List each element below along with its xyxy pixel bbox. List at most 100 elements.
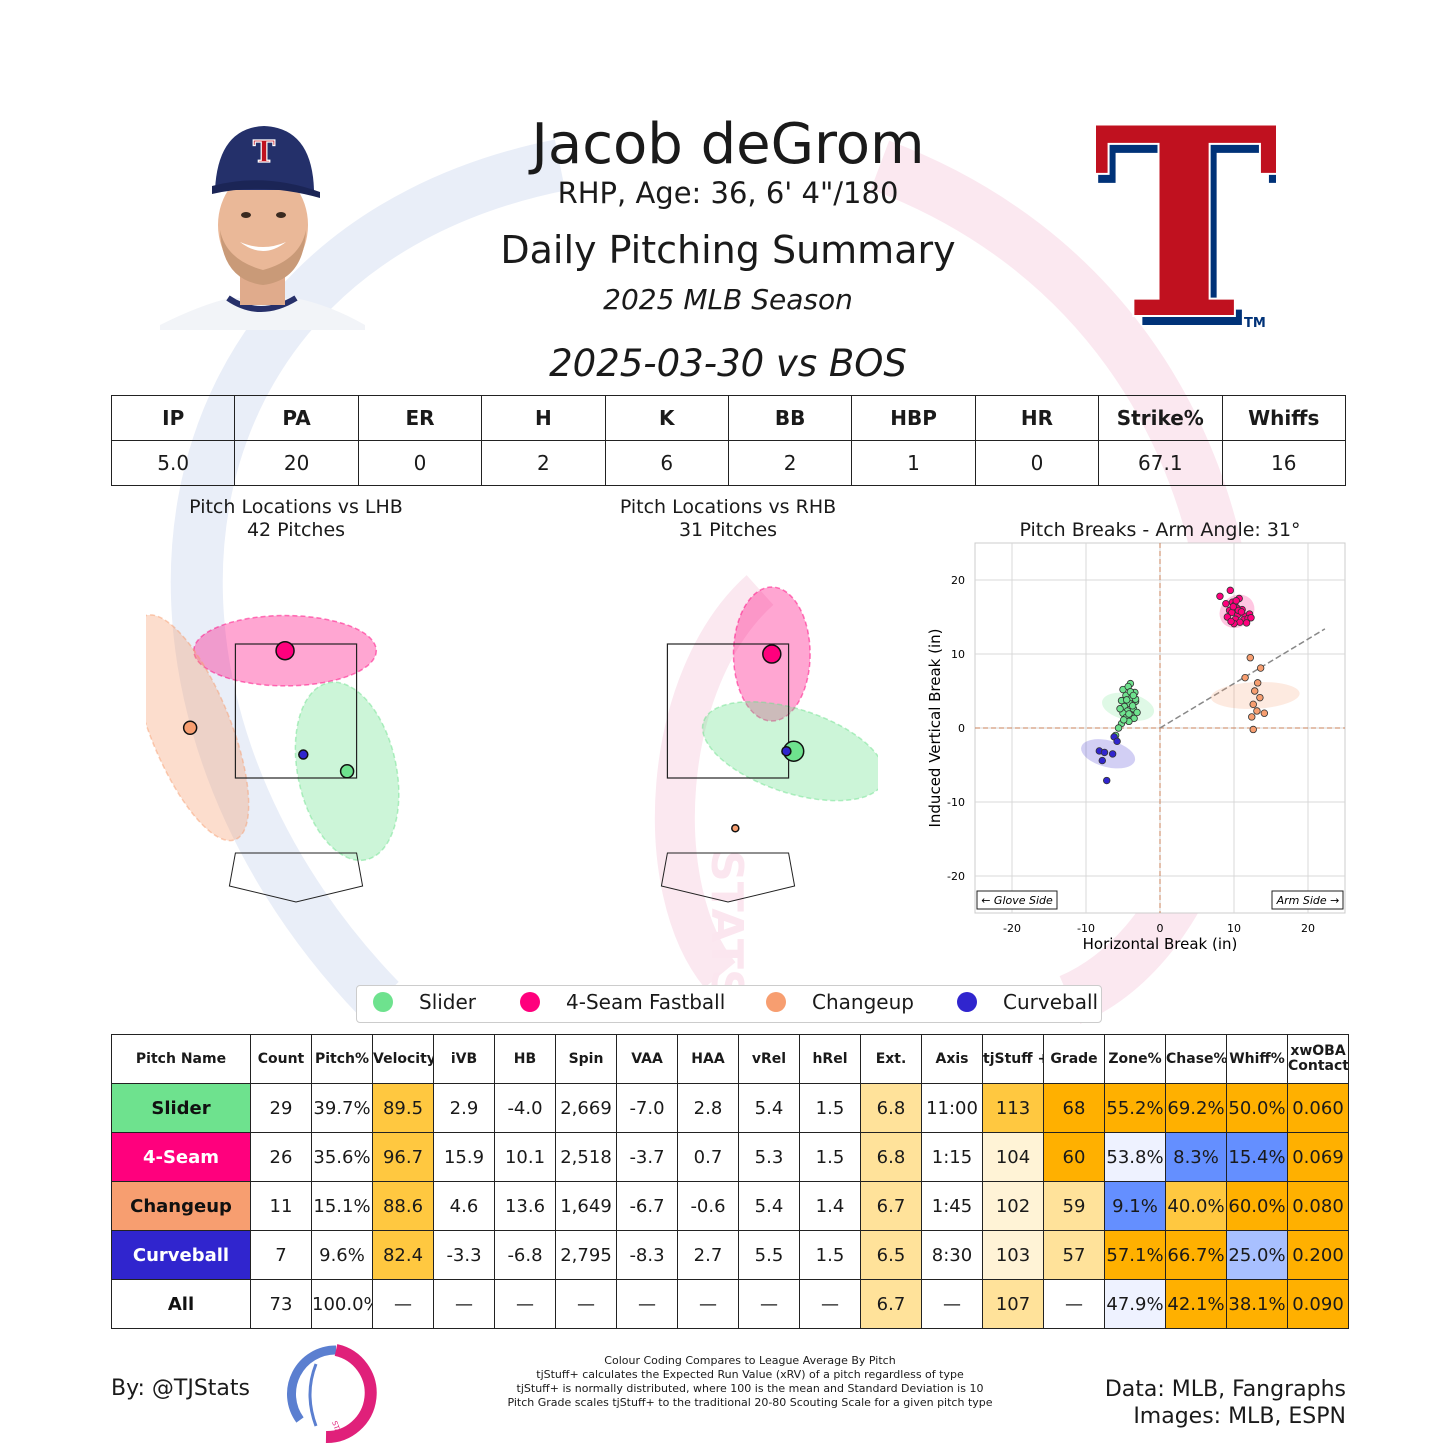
image-credit: Images: MLB, ESPN bbox=[1133, 1404, 1346, 1429]
break-point bbox=[1251, 687, 1259, 695]
pitch-metric-cell: 107 bbox=[982, 1279, 1044, 1329]
team-logo-tm: TM bbox=[1244, 316, 1266, 331]
pitch-metric-cell: — bbox=[921, 1279, 983, 1329]
break-point bbox=[1128, 702, 1137, 710]
pitch-table-header: hRel bbox=[799, 1034, 861, 1084]
y-tick-label: 0 bbox=[958, 722, 965, 735]
pitch-metric-cell: 15.1% bbox=[311, 1181, 373, 1231]
footer-note: Colour Coding Compares to League Average… bbox=[604, 1354, 896, 1367]
byline: By: @TJStats bbox=[111, 1376, 251, 1401]
line-stat-header: ER bbox=[357, 395, 483, 441]
mean-location-marker bbox=[762, 644, 782, 664]
pitch-metric-cell: 66.7% bbox=[1165, 1230, 1227, 1280]
break-point bbox=[1248, 713, 1256, 721]
break-point bbox=[1236, 618, 1244, 626]
pitch-break-chart: -20 -10 0 10 20 -20 -10 0 10 20 ← Glove Side Arm Si… bbox=[926, 542, 1346, 953]
tjstats-logo: STATS bbox=[287, 1344, 380, 1443]
break-point bbox=[1237, 608, 1246, 616]
pitch-metric-cell: -6.7 bbox=[616, 1181, 678, 1231]
break-plot-title: Pitch Breaks - Arm Angle: 31° bbox=[1019, 519, 1301, 541]
pitch-metric-cell: 103 bbox=[982, 1230, 1044, 1280]
break-point bbox=[1242, 619, 1251, 627]
pitch-metric-cell: 0.090 bbox=[1287, 1279, 1349, 1329]
pitch-metric-cell: 1.5 bbox=[799, 1083, 861, 1133]
legend-dot-fourseam bbox=[520, 992, 540, 1012]
pitch-metric-cell: 9.1% bbox=[1104, 1181, 1166, 1231]
pitch-metric-cell: -7.0 bbox=[616, 1083, 678, 1133]
lhb-plot-title: Pitch Locations vs LHB 42 Pitches bbox=[146, 496, 446, 542]
rhb-plot-title: Pitch Locations vs RHB 31 Pitches bbox=[578, 496, 878, 542]
break-point bbox=[1232, 597, 1240, 605]
pitch-metric-cell: 100.0% bbox=[311, 1279, 373, 1329]
pitch-name-cell: Slider bbox=[111, 1083, 251, 1133]
pitch-metric-cell: 5.4 bbox=[738, 1083, 800, 1133]
break-point bbox=[1113, 737, 1121, 746]
break-point bbox=[1129, 691, 1138, 700]
pitch-table-header: Count bbox=[250, 1034, 312, 1084]
pitch-metric-cell: 39.7% bbox=[311, 1083, 373, 1133]
line-stat-value: 6 bbox=[604, 440, 729, 486]
pitch-metric-cell: 25.0% bbox=[1226, 1230, 1288, 1280]
pitch-metric-cell: -4.0 bbox=[494, 1083, 556, 1133]
break-point bbox=[1253, 679, 1262, 687]
pitch-metric-cell: 59 bbox=[1043, 1181, 1105, 1231]
pitch-metric-cell: 82.4 bbox=[372, 1230, 434, 1280]
line-stats-value-row: 5.0 20 0 2 6 2 1 0 67.1 16 bbox=[110, 440, 1347, 486]
line-stat-value: 0 bbox=[357, 440, 483, 486]
x-tick-label: -20 bbox=[1003, 922, 1021, 935]
pitch-table-header: xwOBA Contact bbox=[1287, 1034, 1349, 1084]
pitch-metric-cell: — bbox=[555, 1279, 617, 1329]
pitch-metric-cell: -8.3 bbox=[616, 1230, 678, 1280]
pitch-metric-cell: 6.7 bbox=[860, 1181, 922, 1231]
break-point bbox=[1260, 709, 1269, 717]
pitch-metric-cell: 15.4% bbox=[1226, 1132, 1288, 1182]
pitch-table-header: Grade bbox=[1043, 1034, 1105, 1084]
strike-zone bbox=[666, 643, 790, 779]
pitch-metric-cell: 40.0% bbox=[1165, 1181, 1227, 1231]
mean-location-marker bbox=[781, 745, 792, 757]
pitch-metric-cell: — bbox=[1043, 1279, 1105, 1329]
footer-note: Pitch Grade scales tjStuff+ to the tradi… bbox=[507, 1396, 993, 1409]
line-stat-value: 1 bbox=[851, 440, 976, 486]
pitch-metric-cell: 57 bbox=[1043, 1230, 1105, 1280]
pitch-table-header: HAA bbox=[677, 1034, 739, 1084]
pitch-metric-cell: — bbox=[494, 1279, 556, 1329]
break-point bbox=[1241, 673, 1249, 682]
pitch-table-header: tjStuff + bbox=[982, 1034, 1044, 1084]
legend-label-slider: Slider bbox=[419, 990, 477, 1014]
line-stat-header: K bbox=[604, 395, 729, 441]
pitch-metric-cell: 68 bbox=[1043, 1083, 1105, 1133]
table-row: Slider 29 39.7% 89.5 2.9 -4.0 2,669 -7.0 2.8 5.4 1… bbox=[111, 1083, 1349, 1133]
legend-item-changeup: Changeup bbox=[766, 990, 914, 1014]
break-ellipse bbox=[1210, 681, 1300, 709]
break-point bbox=[1216, 592, 1224, 600]
pitch-metric-cell: 10.1 bbox=[494, 1132, 556, 1182]
pitch-metrics-table: Pitch Name Count Pitch% Velocity iVB HB Spin VA… bbox=[111, 1034, 1349, 1329]
pitch-metric-cell: — bbox=[677, 1279, 739, 1329]
y-tick-label: 20 bbox=[951, 574, 965, 587]
pitch-metric-cell: 2.8 bbox=[677, 1083, 739, 1133]
legend-item-curveball: Curveball bbox=[957, 990, 1098, 1014]
arm-side-label: Arm Side → bbox=[1276, 894, 1340, 907]
line-stat-value: 2 bbox=[481, 440, 606, 486]
season-label: 2025 MLB Season bbox=[603, 283, 853, 316]
pitch-metric-cell: — bbox=[799, 1279, 861, 1329]
pitch-metric-cell: 89.5 bbox=[372, 1083, 434, 1133]
break-point bbox=[1122, 696, 1131, 704]
pitch-metric-cell: 8:30 bbox=[921, 1230, 983, 1280]
line-stats-header-row: IP PA ER H K BB HBP HR Strike% Whiffs bbox=[110, 395, 1347, 441]
pitch-metric-cell: 6.8 bbox=[860, 1132, 922, 1182]
pitch-metric-cell: 15.9 bbox=[433, 1132, 495, 1182]
legend-label-curveball: Curveball bbox=[1003, 990, 1099, 1014]
pitch-metric-cell: 1,649 bbox=[555, 1181, 617, 1231]
home-plate bbox=[228, 852, 364, 903]
break-point bbox=[1249, 725, 1257, 734]
data-credit: Data: MLB, Fangraphs bbox=[1104, 1377, 1346, 1402]
team-logo: T T TM bbox=[1096, 115, 1276, 335]
pitch-metric-cell: 38.1% bbox=[1226, 1279, 1288, 1329]
break-point bbox=[1125, 710, 1133, 718]
pitch-metric-cell: 6.8 bbox=[860, 1083, 922, 1133]
pitch-metric-cell: 53.8% bbox=[1104, 1132, 1166, 1182]
break-point bbox=[1100, 748, 1109, 757]
pitch-metric-cell: 4.6 bbox=[433, 1181, 495, 1231]
